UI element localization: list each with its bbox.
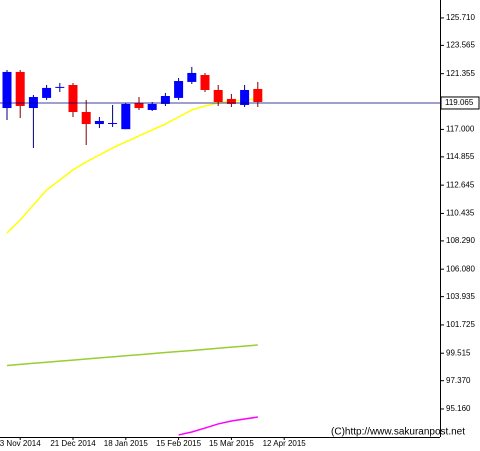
candle-body — [147, 103, 157, 110]
candle-body — [213, 89, 223, 103]
candle-body — [15, 71, 25, 106]
x-tick-label: 15 Mar 2015 — [209, 439, 254, 448]
y-tick-label: 125.710 — [446, 13, 475, 22]
x-tick-label: 18 Jan 2015 — [104, 439, 149, 448]
y-tick-label: 117.000 — [446, 125, 475, 134]
candle-body — [121, 103, 131, 130]
y-tick-label: 95.160 — [446, 404, 471, 413]
candle-body — [226, 98, 236, 104]
x-tick-label: 12 Apr 2015 — [263, 439, 307, 448]
x-tick-label: 21 Dec 2014 — [50, 439, 96, 448]
y-tick-label: 108.290 — [446, 236, 475, 245]
y-tick-label: 97.370 — [446, 376, 471, 385]
y-tick-label: 121.355 — [446, 69, 475, 78]
indicator-line — [6, 98, 258, 234]
candle-body — [28, 97, 38, 109]
y-tick-label: 112.645 — [446, 180, 475, 189]
indicator-line — [6, 344, 258, 367]
x-tick-label: 15 Feb 2015 — [156, 439, 201, 448]
watermark: (C)http://www.sakuranpost.net — [331, 427, 465, 438]
candle-body — [108, 123, 118, 125]
candle-body — [42, 87, 52, 98]
candle-body — [2, 71, 12, 109]
candle-body — [174, 81, 184, 98]
last-price-box — [440, 96, 480, 110]
y-tick-label: 114.855 — [446, 152, 475, 161]
y-tick-label: 123.565 — [446, 40, 475, 49]
y-tick-label: 99.515 — [446, 348, 471, 357]
x-tick-label: 3 Nov 2014 — [0, 439, 41, 448]
y-tick-label: 101.725 — [446, 320, 475, 329]
candle-body — [240, 89, 250, 105]
candle-body — [160, 96, 170, 104]
candle-body — [134, 102, 144, 109]
y-tick-label: 103.935 — [446, 292, 475, 301]
candle-body — [253, 88, 263, 103]
candle-body — [55, 86, 65, 88]
candle-body — [187, 72, 197, 82]
y-tick-label: 110.435 — [446, 209, 475, 218]
last-price-label: 119.065 — [445, 98, 474, 107]
candle-body — [68, 84, 78, 113]
candle-body — [94, 120, 104, 125]
candle-body — [81, 112, 91, 125]
plot-area — [0, 0, 440, 437]
y-tick-label: 106.080 — [446, 264, 475, 273]
indicator-line — [178, 416, 258, 436]
candle-body — [200, 75, 210, 90]
